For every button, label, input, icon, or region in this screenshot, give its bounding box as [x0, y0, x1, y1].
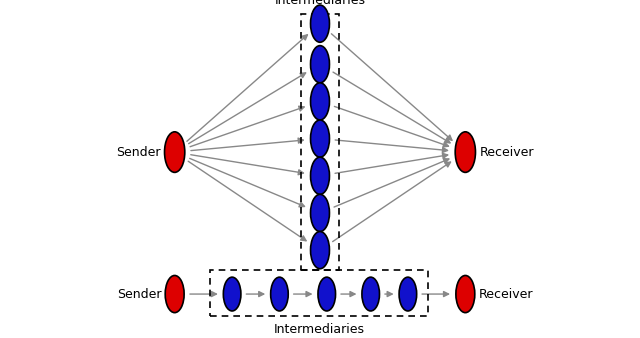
Bar — [301, 14, 339, 270]
Ellipse shape — [310, 194, 330, 232]
Ellipse shape — [310, 5, 330, 42]
Text: Intermediaries: Intermediaries — [274, 323, 365, 336]
Text: Intermediaries: Intermediaries — [275, 0, 365, 7]
Ellipse shape — [310, 157, 330, 194]
Ellipse shape — [318, 277, 335, 311]
Ellipse shape — [271, 277, 288, 311]
Ellipse shape — [310, 46, 330, 83]
Ellipse shape — [455, 132, 476, 172]
Bar — [210, 270, 428, 316]
Ellipse shape — [310, 232, 330, 269]
Ellipse shape — [310, 120, 330, 157]
Text: Sender: Sender — [116, 146, 161, 159]
Ellipse shape — [310, 83, 330, 120]
Text: Receiver: Receiver — [479, 146, 534, 159]
Ellipse shape — [362, 277, 380, 311]
Ellipse shape — [164, 132, 185, 172]
Ellipse shape — [223, 277, 241, 311]
Text: Sender: Sender — [116, 288, 161, 300]
Text: Receiver: Receiver — [479, 288, 533, 300]
Ellipse shape — [456, 275, 475, 313]
Ellipse shape — [399, 277, 417, 311]
Ellipse shape — [165, 275, 184, 313]
